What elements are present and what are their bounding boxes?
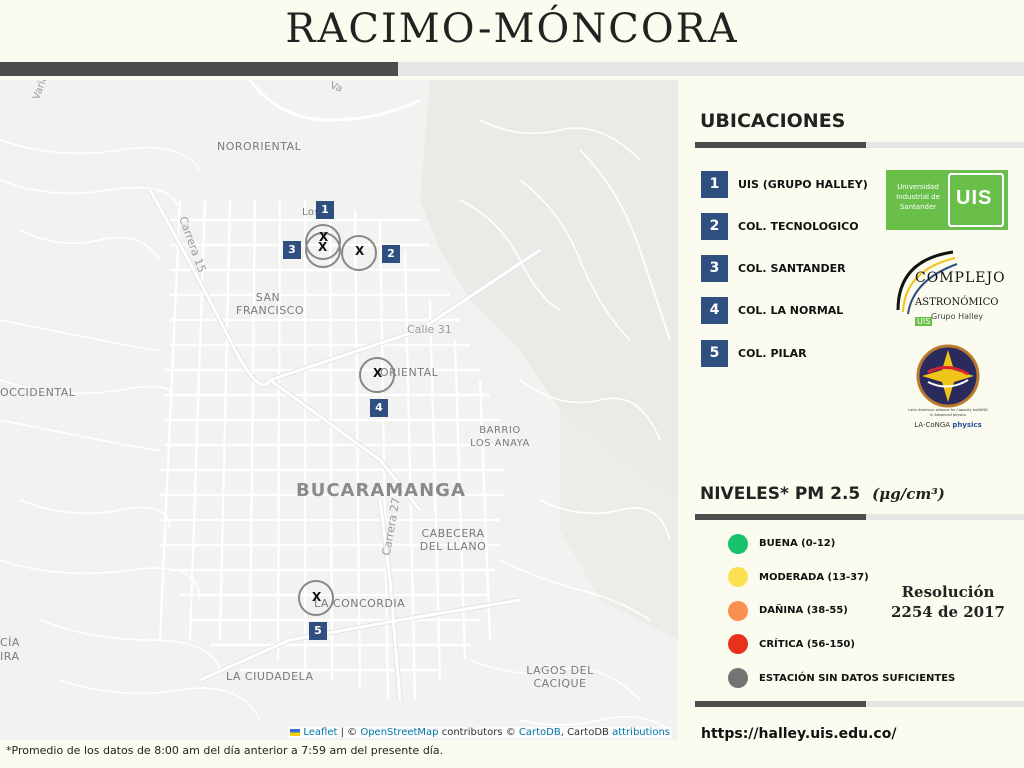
station-x-5: X [312,590,322,604]
station-marker-5[interactable] [298,580,334,616]
niveles-title: NIVELES* PM 2.5 (μg/cm³) [700,484,945,504]
level-dot-moderada [728,567,748,587]
level-label-critica: CRÍTICA (56-150) [759,639,855,650]
place-nororiental: NORORIENTAL [217,140,302,153]
location-label-2: COL. TECNOLOGICO [738,220,859,233]
city-label: BUCARAMANGA [296,480,466,501]
leaflet-link[interactable]: Leaflet [303,727,338,738]
map-panel[interactable]: Varia Va Carrera 15 Calle 31 Carrera 27 … [0,80,678,740]
map-attribution: Leaflet | © OpenStreetMap contributors ©… [288,727,672,738]
place-cabecera-del-llano: CABECERA DEL LLANO [419,527,487,553]
orbit-icon [896,250,958,315]
page-title: RACIMO-MÓNCORA [285,6,739,52]
place-la-concordia: LA CONCORDIA [314,597,406,610]
location-number-5: 5 [701,340,728,367]
location-label-1: UIS (GRUPO HALLEY) [738,178,868,191]
uis-logo-mark: UIS [948,173,1004,227]
location-label-5: COL. PILAR [738,347,807,360]
website-link[interactable]: https://halley.uis.edu.co/ [701,726,897,742]
title-underline-dark [0,62,398,76]
level-dot-sin-datos [728,668,748,688]
laconga-logo: Latin American alliance for Capacity bui… [908,344,988,434]
bottom-rule-dark [695,701,866,707]
ubicaciones-underline-light [866,142,1024,148]
station-badge-5[interactable]: 5 [309,622,327,640]
location-label-3: COL. SANTANDER [738,262,846,275]
location-number-2: 2 [701,213,728,240]
place-lagos-del-cacique: LAGOS DEL CACIQUE [526,664,594,690]
niveles-units: (μg/cm³) [872,485,945,503]
station-x-1: X [319,230,329,244]
ukraine-flag-icon [290,728,301,736]
level-label-danina: DAÑINA (38-55) [759,605,848,616]
station-badge-1[interactable]: 1 [316,201,334,219]
station-marker-2[interactable] [341,235,377,271]
complejo-astronomico-logo: COMPLEJO ASTRONÓMICO UIS Grupo Halley [893,250,1005,330]
place-occidental: OCCIDENTAL [0,386,76,399]
bottom-rule-light [866,701,1024,707]
level-label-sin-datos: ESTACIÓN SIN DATOS SUFICIENTES [759,673,956,684]
location-number-1: 1 [701,171,728,198]
place-cia: CÍA [0,636,20,649]
map-background [0,80,678,740]
level-label-moderada: MODERADA (13-37) [759,572,869,583]
station-badge-4[interactable]: 4 [370,399,388,417]
niveles-underline-light [866,514,1024,520]
station-marker-3[interactable] [305,232,341,268]
level-dot-buena [728,534,748,554]
place-la-ciudadela: LA CIUDADELA [226,670,314,683]
place-san-francisco: SAN FRANCISCO [236,291,305,317]
osm-link[interactable]: OpenStreetMap [360,727,439,738]
level-label-buena: BUENA (0-12) [759,538,836,549]
resolution-text: Resolución 2254 de 2017 [891,583,1005,621]
location-number-3: 3 [701,255,728,282]
station-x-4: X [373,366,383,380]
location-number-4: 4 [701,297,728,324]
niveles-underline-dark [695,514,866,520]
laconga-emblem-icon [916,344,980,408]
ubicaciones-underline-dark [695,142,866,148]
uis-logo-text: Universidad Industrial de Santander [896,183,940,211]
ubicaciones-title: UBICACIONES [700,110,846,132]
place-barrio-los-anaya: BARRIO LOS ANAYA [470,425,530,449]
station-badge-2[interactable]: 2 [382,245,400,263]
uis-logo: Universidad Industrial de Santander UIS [886,170,1008,230]
street-label-calle31: Calle 31 [407,323,452,336]
place-ira: IRA [0,650,20,663]
cartodb-link[interactable]: CartoDB [518,727,561,738]
level-dot-critica [728,634,748,654]
attributions-link[interactable]: attributions [612,727,670,738]
location-label-4: COL. LA NORMAL [738,304,844,317]
station-x-2: X [355,244,365,258]
station-x-3: X [318,240,328,254]
station-badge-3[interactable]: 3 [283,241,301,259]
station-marker-4[interactable] [359,357,395,393]
title-underline-light [398,62,1024,76]
level-dot-danina [728,601,748,621]
footnote: *Promedio de los datos de 8:00 am del dí… [6,744,444,757]
place-los: Los [302,207,321,218]
